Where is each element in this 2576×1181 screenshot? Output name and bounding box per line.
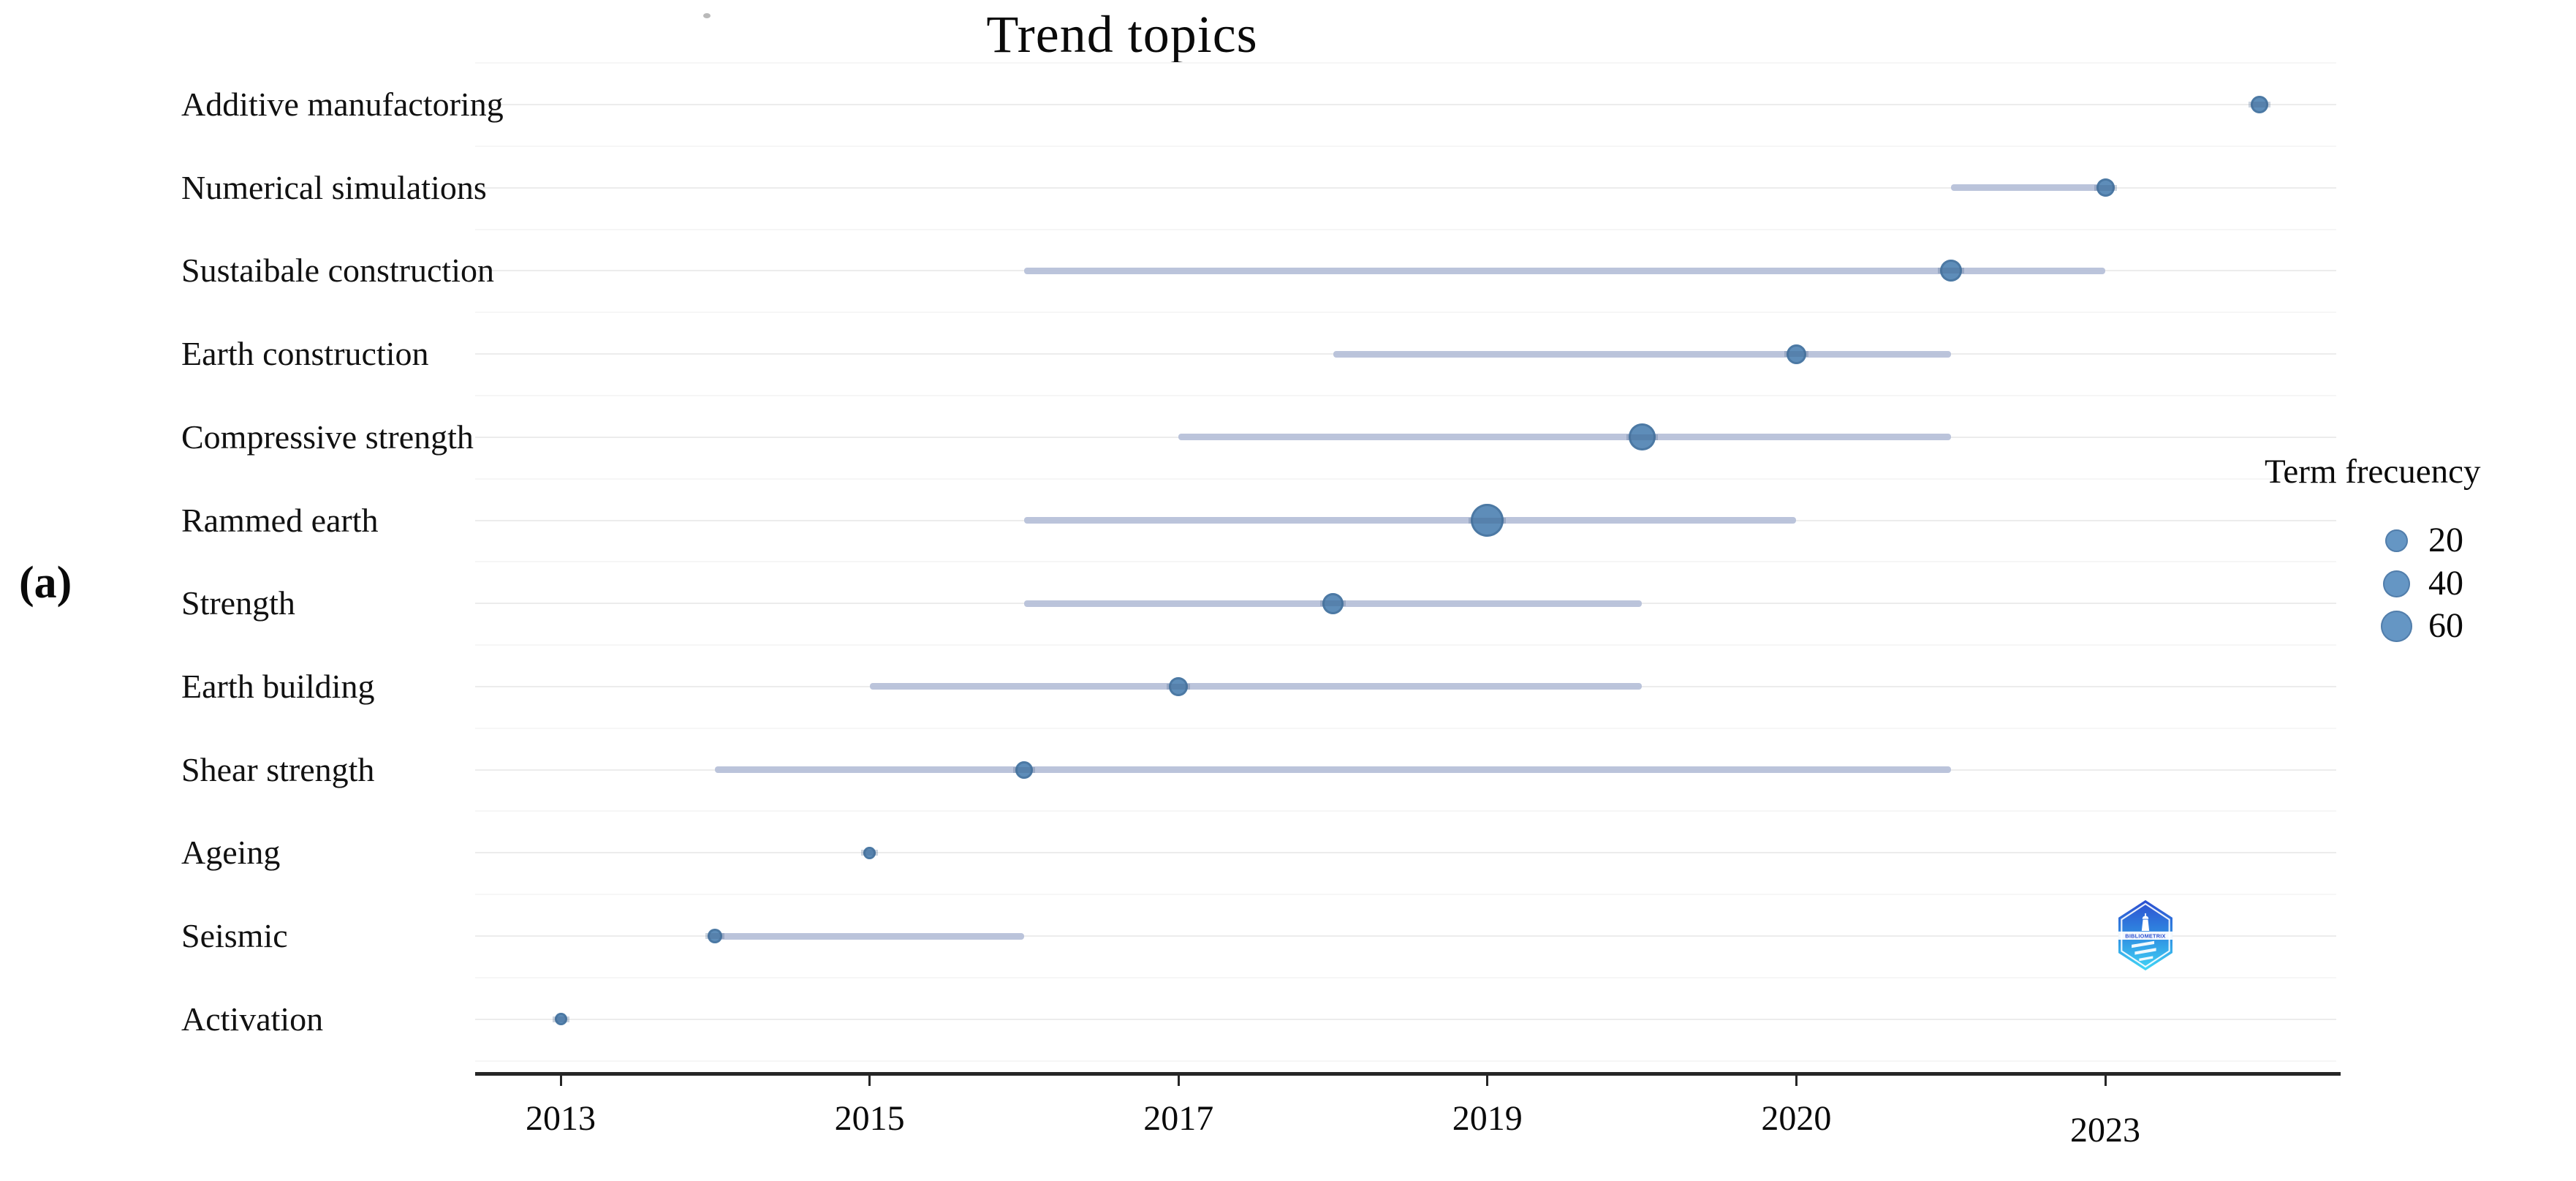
- data-point: [2096, 178, 2115, 197]
- trend-segment: [1178, 434, 1951, 441]
- gridline-minor: [475, 727, 2336, 729]
- trend-segment: [715, 766, 1951, 774]
- legend-dot: [2380, 610, 2412, 642]
- logo-band: [2118, 931, 2172, 940]
- logo-beam-2: [2134, 948, 2156, 955]
- gridline-minor: [475, 394, 2336, 396]
- gridline-minor: [475, 976, 2336, 978]
- topic-label: Strength: [181, 584, 295, 622]
- trend-segment: [715, 932, 1024, 940]
- gridline-minor: [475, 810, 2336, 812]
- legend-dot: [2384, 529, 2408, 552]
- logo-text: BIBLIOMETRIX: [2125, 932, 2165, 939]
- gridline-major: [475, 186, 2336, 189]
- x-tick-label: 2019: [1452, 1099, 1523, 1138]
- gridline-major: [475, 852, 2336, 854]
- logo-lighthouse-tower: [2141, 919, 2150, 931]
- logo-beam-3: [2139, 956, 2153, 962]
- x-axis-tick: [1486, 1075, 1489, 1086]
- topic-label: Earth construction: [181, 335, 429, 373]
- data-point: [2251, 96, 2269, 113]
- data-point: [1169, 676, 1189, 696]
- x-tick-label: 2015: [834, 1099, 905, 1138]
- legend-item-label: 60: [2428, 606, 2463, 645]
- legend-item-label: 20: [2428, 521, 2463, 559]
- x-tick-label: 2020: [1761, 1099, 1832, 1138]
- trend-segment: [1333, 350, 1951, 358]
- gridline-minor: [475, 894, 2336, 896]
- trend-segment: [1950, 184, 2105, 192]
- gridline-minor: [475, 1060, 2336, 1062]
- gridline-minor: [475, 561, 2336, 563]
- x-tick-label: 2013: [526, 1099, 596, 1138]
- topic-label: Compressive strength: [181, 418, 474, 456]
- x-axis-tick: [2104, 1075, 2107, 1086]
- x-axis-tick: [1795, 1075, 1797, 1086]
- data-point: [863, 846, 876, 859]
- gridline-minor: [475, 478, 2336, 480]
- data-point: [708, 929, 723, 943]
- topic-label: Additive manufactoring: [181, 86, 504, 123]
- artifact-dot: [703, 13, 711, 18]
- data-point: [554, 1013, 567, 1026]
- gridline-minor: [475, 228, 2336, 230]
- panel-label: (a): [19, 558, 72, 608]
- topic-label: Ageing: [181, 834, 281, 872]
- topic-label: Earth building: [181, 667, 375, 705]
- logo-lighthouse-mast: [2145, 913, 2146, 918]
- legend-title: Term frecuency: [2265, 453, 2481, 491]
- x-axis-tick: [868, 1075, 871, 1086]
- trend-segment: [1023, 267, 2105, 274]
- data-point: [1628, 423, 1656, 451]
- gridline-minor: [475, 312, 2336, 314]
- legend-dot: [2382, 570, 2410, 597]
- trend-segment: [1023, 517, 1797, 524]
- topic-label: Activation: [181, 1000, 324, 1038]
- data-point: [1322, 592, 1344, 614]
- topic-label: Numerical simulations: [181, 168, 487, 206]
- x-axis-tick: [1177, 1075, 1180, 1086]
- chart-title: Trend topics: [986, 5, 1258, 64]
- x-axis-line: [475, 1072, 2341, 1076]
- x-axis-tick: [559, 1075, 562, 1086]
- gridline-minor: [475, 145, 2336, 147]
- x-tick-label: 2023: [2070, 1111, 2140, 1150]
- topic-label: Sustaibale construction: [181, 252, 494, 290]
- logo-hexagon-inner-ring: [2121, 902, 2170, 968]
- gridline-major: [475, 935, 2336, 937]
- topic-label: Shear strength: [181, 750, 375, 788]
- gridline-major: [475, 1018, 2336, 1020]
- data-point: [1015, 761, 1033, 779]
- bibliometrix-logo: BIBLIOMETRIX: [2118, 899, 2172, 971]
- gridline-minor: [475, 644, 2336, 646]
- x-tick-label: 2017: [1143, 1099, 1214, 1138]
- legend-item-label: 40: [2428, 564, 2463, 603]
- data-point: [1939, 260, 1962, 282]
- topic-label: Rammed earth: [181, 501, 379, 539]
- trend-segment: [869, 683, 1643, 690]
- data-point: [1786, 344, 1806, 364]
- logo-beam-1: [2132, 940, 2155, 948]
- gridline-minor: [475, 62, 2336, 64]
- gridline-major: [475, 104, 2336, 105]
- topic-label: Seismic: [181, 917, 288, 954]
- data-point: [1471, 504, 1504, 537]
